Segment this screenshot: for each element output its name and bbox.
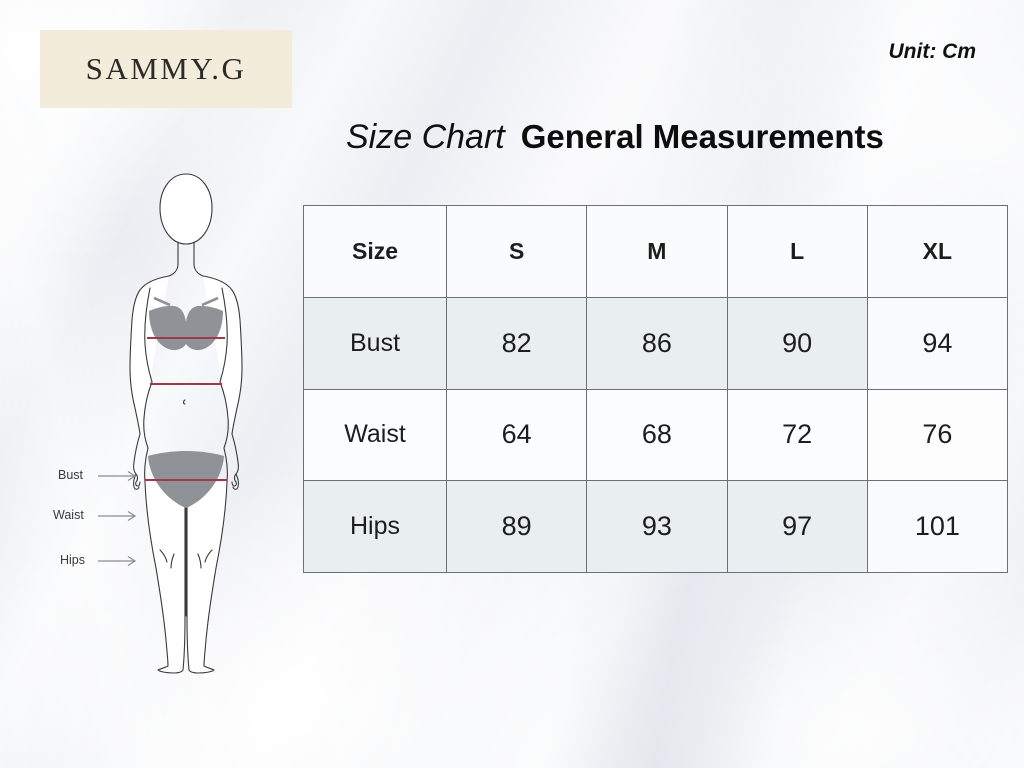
unit-label: Unit: Cm [888, 40, 977, 63]
cell-hips-s: 89 [445, 480, 588, 573]
cell-waist-m: 68 [586, 388, 728, 482]
row-label-bust: Bust [303, 297, 447, 390]
brand-logo-text: SAMMY.G [85, 51, 247, 86]
cell-bust-l: 90 [726, 297, 868, 390]
waist-measure-label: Waist [53, 508, 84, 522]
header-cell-l: L [726, 205, 868, 298]
hips-arrow-icon [98, 555, 137, 567]
bra-shape [149, 296, 223, 351]
header-cell-xl: XL [866, 205, 1009, 298]
page-title-main: General Measurements [520, 118, 884, 155]
brand-logo-box: SAMMY.G [40, 30, 292, 108]
row-label-waist: Waist [303, 388, 447, 482]
waist-arrow-icon [98, 510, 137, 522]
cell-waist-xl: 76 [866, 388, 1009, 482]
cell-bust-s: 82 [445, 297, 588, 390]
bust-arrow-icon [98, 470, 137, 482]
measurement-lines [145, 337, 227, 481]
table-row-hips: Hips 89 93 97 101 [303, 480, 1009, 573]
page-title-script: Size Chart [346, 118, 505, 156]
bust-measure-label: Bust [58, 468, 84, 482]
cell-hips-l: 97 [726, 480, 868, 573]
cell-waist-l: 72 [726, 388, 868, 482]
cell-waist-s: 64 [445, 388, 588, 482]
cell-bust-m: 86 [586, 297, 728, 390]
cell-hips-m: 93 [586, 480, 728, 573]
table-row-waist: Waist 64 68 72 76 [303, 388, 1009, 482]
table-header-row: Size S M L XL [303, 205, 1009, 298]
hips-measure-label: Hips [60, 553, 86, 567]
cell-hips-xl: 101 [866, 480, 1009, 573]
page-title: Size Chart General Measurements [346, 118, 884, 157]
header-cell-size: Size [303, 205, 447, 298]
row-label-hips: Hips [303, 480, 447, 573]
table-row-bust: Bust 82 86 90 94 [303, 297, 1009, 390]
header-cell-s: S [445, 205, 588, 298]
body-figure-illustration: Bust Waist Hips [40, 168, 270, 683]
cell-bust-xl: 94 [866, 297, 1009, 390]
size-chart-table: Size S M L XL Bust 82 86 90 94 Waist 64 … [303, 205, 1009, 573]
header-cell-m: M [586, 205, 728, 298]
female-body-diagram-svg [129, 173, 243, 674]
